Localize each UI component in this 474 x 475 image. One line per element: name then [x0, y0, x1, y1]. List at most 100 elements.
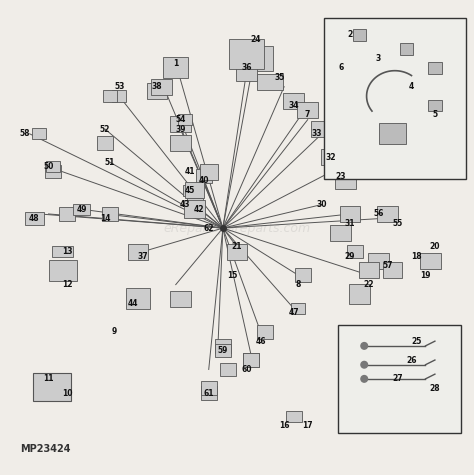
Text: 39: 39	[175, 124, 186, 133]
Text: 22: 22	[364, 280, 374, 289]
Text: 61: 61	[203, 389, 214, 398]
Text: 21: 21	[232, 242, 242, 251]
Text: 58: 58	[20, 129, 30, 138]
Text: 31: 31	[345, 219, 356, 228]
FancyBboxPatch shape	[200, 163, 218, 180]
FancyBboxPatch shape	[428, 100, 442, 111]
Circle shape	[361, 342, 367, 349]
Text: 43: 43	[180, 200, 191, 209]
FancyBboxPatch shape	[324, 19, 465, 179]
Text: 4: 4	[409, 82, 414, 91]
FancyBboxPatch shape	[283, 93, 304, 109]
Text: 24: 24	[251, 35, 261, 44]
FancyBboxPatch shape	[185, 182, 204, 199]
Text: 32: 32	[326, 153, 337, 162]
Text: 40: 40	[199, 176, 209, 185]
FancyBboxPatch shape	[201, 386, 217, 400]
FancyBboxPatch shape	[238, 46, 273, 71]
Text: 19: 19	[420, 271, 431, 280]
FancyBboxPatch shape	[97, 136, 113, 150]
FancyBboxPatch shape	[103, 90, 117, 102]
Text: 47: 47	[288, 308, 299, 317]
Text: 30: 30	[317, 200, 327, 209]
FancyBboxPatch shape	[377, 206, 398, 222]
FancyBboxPatch shape	[187, 198, 202, 211]
Text: 17: 17	[302, 421, 313, 430]
Text: 16: 16	[279, 421, 289, 430]
Text: 20: 20	[429, 242, 440, 251]
FancyBboxPatch shape	[170, 135, 191, 151]
Text: 27: 27	[392, 374, 402, 383]
Text: 55: 55	[392, 219, 402, 228]
Text: 6: 6	[338, 63, 343, 72]
Text: 7: 7	[305, 111, 310, 120]
Text: 3: 3	[376, 54, 381, 63]
FancyBboxPatch shape	[243, 353, 259, 367]
FancyBboxPatch shape	[146, 84, 167, 99]
FancyBboxPatch shape	[33, 373, 71, 401]
FancyBboxPatch shape	[52, 246, 73, 257]
FancyBboxPatch shape	[73, 204, 90, 215]
FancyBboxPatch shape	[46, 161, 60, 172]
Text: 8: 8	[296, 280, 301, 289]
FancyBboxPatch shape	[165, 60, 186, 76]
FancyBboxPatch shape	[311, 121, 332, 137]
FancyBboxPatch shape	[236, 65, 257, 81]
FancyBboxPatch shape	[163, 57, 189, 78]
Text: 2: 2	[347, 30, 353, 39]
FancyBboxPatch shape	[196, 170, 212, 183]
FancyBboxPatch shape	[292, 303, 305, 314]
FancyBboxPatch shape	[178, 114, 192, 125]
FancyBboxPatch shape	[229, 38, 264, 69]
Text: 11: 11	[43, 374, 54, 383]
Text: 60: 60	[241, 365, 252, 374]
Text: 46: 46	[255, 337, 266, 346]
Text: 42: 42	[194, 205, 205, 214]
Text: 45: 45	[185, 186, 195, 195]
Text: 49: 49	[76, 205, 87, 214]
FancyBboxPatch shape	[297, 102, 318, 118]
FancyBboxPatch shape	[219, 362, 236, 376]
Text: 29: 29	[345, 252, 356, 261]
FancyBboxPatch shape	[335, 173, 356, 189]
FancyBboxPatch shape	[25, 212, 44, 226]
FancyBboxPatch shape	[227, 244, 247, 260]
FancyBboxPatch shape	[127, 288, 150, 309]
FancyBboxPatch shape	[420, 253, 440, 269]
FancyBboxPatch shape	[215, 339, 231, 353]
FancyBboxPatch shape	[353, 29, 366, 40]
FancyBboxPatch shape	[285, 411, 301, 422]
FancyBboxPatch shape	[184, 200, 205, 218]
Text: 52: 52	[100, 124, 110, 133]
Text: 18: 18	[411, 252, 421, 261]
FancyBboxPatch shape	[428, 62, 442, 74]
FancyBboxPatch shape	[201, 381, 217, 395]
FancyBboxPatch shape	[257, 74, 283, 90]
FancyBboxPatch shape	[112, 90, 126, 102]
FancyBboxPatch shape	[45, 165, 61, 178]
FancyBboxPatch shape	[215, 344, 231, 357]
FancyBboxPatch shape	[32, 128, 46, 140]
FancyBboxPatch shape	[330, 225, 351, 241]
FancyBboxPatch shape	[151, 79, 172, 95]
FancyBboxPatch shape	[338, 325, 461, 433]
FancyBboxPatch shape	[349, 284, 370, 304]
Text: 25: 25	[411, 337, 421, 346]
FancyBboxPatch shape	[59, 207, 75, 221]
Text: 1: 1	[173, 58, 178, 67]
Text: 36: 36	[241, 63, 252, 72]
FancyBboxPatch shape	[243, 353, 259, 367]
Text: 44: 44	[128, 299, 138, 308]
Text: 34: 34	[288, 101, 299, 110]
Text: 48: 48	[29, 214, 40, 223]
Text: 35: 35	[274, 73, 284, 82]
Text: 14: 14	[100, 214, 110, 223]
FancyBboxPatch shape	[49, 260, 76, 281]
Circle shape	[361, 361, 367, 368]
Text: 56: 56	[373, 209, 383, 218]
FancyBboxPatch shape	[383, 263, 401, 278]
FancyBboxPatch shape	[321, 149, 342, 165]
Text: eRepairSpareparts.com: eRepairSpareparts.com	[164, 221, 310, 235]
Text: MP23424: MP23424	[20, 444, 71, 454]
Text: 28: 28	[429, 384, 440, 393]
